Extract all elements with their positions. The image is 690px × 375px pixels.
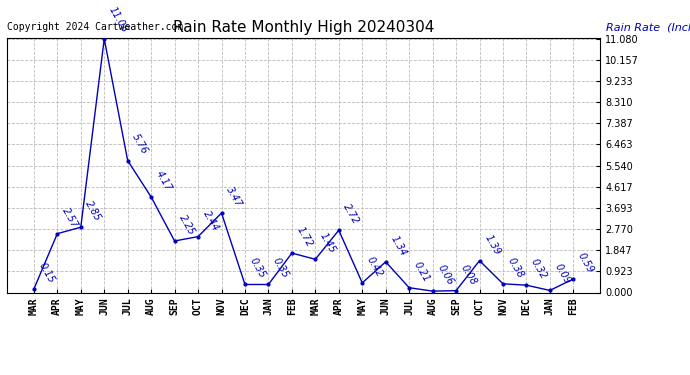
Text: 0.38: 0.38 xyxy=(506,256,525,280)
Title: Rain Rate Monthly High 20240304: Rain Rate Monthly High 20240304 xyxy=(173,20,434,35)
Text: 4.17: 4.17 xyxy=(154,169,173,193)
Text: 2.57: 2.57 xyxy=(60,206,80,230)
Text: 0.09: 0.09 xyxy=(553,262,572,286)
Text: 0.08: 0.08 xyxy=(459,262,478,286)
Text: 2.25: 2.25 xyxy=(177,213,197,237)
Text: 0.21: 0.21 xyxy=(412,260,431,284)
Text: 0.15: 0.15 xyxy=(37,261,57,285)
Text: 0.35: 0.35 xyxy=(271,256,290,280)
Text: 1.39: 1.39 xyxy=(482,232,502,256)
Text: Copyright 2024 Cartweather.com: Copyright 2024 Cartweather.com xyxy=(7,22,183,32)
Text: 0.59: 0.59 xyxy=(576,251,595,275)
Text: 1.34: 1.34 xyxy=(388,234,408,258)
Text: 1.72: 1.72 xyxy=(295,225,314,249)
Text: 1.45: 1.45 xyxy=(318,231,337,255)
Text: 0.32: 0.32 xyxy=(529,257,549,281)
Text: Rain Rate  (Inches/Hour): Rain Rate (Inches/Hour) xyxy=(607,22,690,32)
Text: 11.08: 11.08 xyxy=(107,5,130,34)
Text: 3.47: 3.47 xyxy=(224,185,244,209)
Text: 0.35: 0.35 xyxy=(248,256,267,280)
Text: 2.85: 2.85 xyxy=(83,199,104,223)
Text: 5.76: 5.76 xyxy=(130,132,150,156)
Text: 0.06: 0.06 xyxy=(435,263,455,287)
Text: 2.72: 2.72 xyxy=(342,202,361,226)
Text: 2.44: 2.44 xyxy=(201,209,220,232)
Text: 0.42: 0.42 xyxy=(365,255,384,279)
